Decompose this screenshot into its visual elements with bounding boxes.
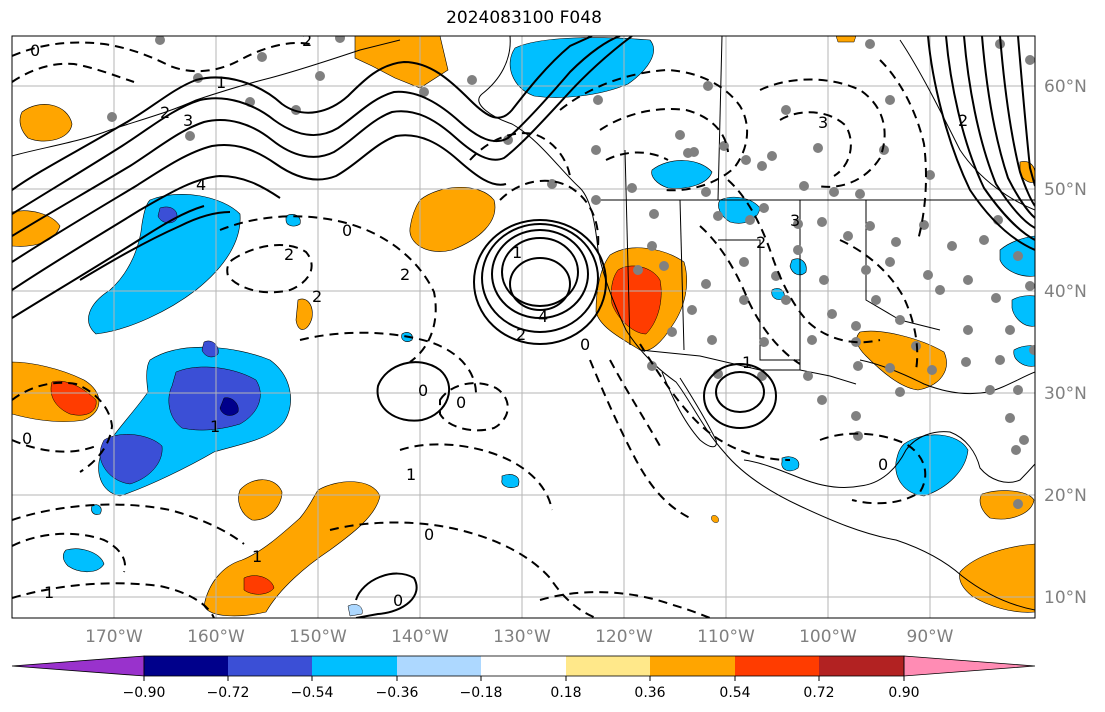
colorbar-segment bbox=[144, 656, 228, 676]
colorbar: −0.90 −0.72 −0.54 −0.36 −0.18 0.18 0.36 … bbox=[11, 655, 1036, 701]
latitude-label: 60°N bbox=[1044, 77, 1087, 97]
contour-label: 0 bbox=[30, 41, 40, 60]
contour-label: 1 bbox=[742, 353, 752, 372]
contour-label: 1 bbox=[44, 583, 54, 602]
contour-label: 2 bbox=[160, 103, 170, 122]
colorbar-segment bbox=[566, 656, 650, 676]
latitude-axis: 60°N 50°N 40°N 30°N 20°N 10°N bbox=[1044, 77, 1087, 608]
contour-label: 0 bbox=[878, 455, 888, 474]
contour-label: 1 bbox=[406, 465, 416, 484]
longitude-label: 90°W bbox=[907, 627, 954, 647]
contour-label: 2 bbox=[400, 265, 410, 284]
colorbar-segment bbox=[228, 656, 312, 676]
contour-label: 0 bbox=[342, 221, 352, 240]
contour-label: 0 bbox=[393, 591, 403, 610]
contour-label: 0 bbox=[580, 335, 590, 354]
longitude-label: 100°W bbox=[799, 627, 857, 647]
map-plot-area: 0 2 1 3 4 2 0 2 2 2 1 4 2 0 0 1 0 1 0 0 … bbox=[12, 31, 1035, 618]
colorbar-tick-label: −0.54 bbox=[291, 685, 334, 701]
colorbar-segment bbox=[397, 656, 481, 676]
colorbar-tick-label: 0.36 bbox=[634, 685, 665, 701]
station-markers bbox=[107, 36, 1035, 509]
colorbar-segment bbox=[819, 656, 904, 676]
solid-contours bbox=[12, 36, 1035, 618]
longitude-label: 130°W bbox=[493, 627, 551, 647]
latitude-label: 20°N bbox=[1044, 486, 1087, 506]
longitude-label: 160°W bbox=[187, 627, 245, 647]
map-frame bbox=[11, 35, 1036, 619]
latitude-label: 40°N bbox=[1044, 282, 1087, 302]
contour-label: 2 bbox=[302, 31, 312, 50]
contour-label: 0 bbox=[424, 525, 434, 544]
colorbar-extend-low bbox=[11, 655, 145, 677]
contour-label: 1 bbox=[210, 417, 220, 436]
contour-label: 4 bbox=[196, 175, 206, 194]
longitude-label: 170°W bbox=[85, 627, 143, 647]
contour-label: 2 bbox=[284, 245, 294, 264]
graticule-grid bbox=[12, 36, 1035, 618]
latitude-label: 50°N bbox=[1044, 180, 1087, 200]
contour-label: 1 bbox=[252, 547, 262, 566]
contour-label: 2 bbox=[516, 325, 526, 344]
colorbar-tick-label: −0.72 bbox=[207, 685, 250, 701]
colorbar-segment bbox=[735, 656, 819, 676]
colorbar-tick-label: 0.90 bbox=[888, 685, 919, 701]
contour-label: 3 bbox=[790, 211, 800, 230]
contour-label: 2 bbox=[312, 287, 322, 306]
longitude-label: 150°W bbox=[289, 627, 347, 647]
contour-label: 2 bbox=[958, 111, 968, 130]
colorbar-segment bbox=[650, 656, 735, 676]
latitude-label: 30°N bbox=[1044, 384, 1087, 404]
colorbar-extend-high bbox=[903, 655, 1036, 677]
coastlines-and-borders bbox=[12, 36, 1035, 611]
colorbar-segment bbox=[312, 656, 397, 676]
contour-label: 0 bbox=[418, 381, 428, 400]
colorbar-tick-label: −0.36 bbox=[376, 685, 419, 701]
map-title: 2024083100 F048 bbox=[446, 8, 602, 28]
contour-label: 1 bbox=[216, 73, 226, 92]
shaded-anomaly-field bbox=[12, 36, 1035, 617]
longitude-label: 120°W bbox=[595, 627, 653, 647]
dashed-contours bbox=[12, 41, 927, 618]
latitude-label: 10°N bbox=[1044, 588, 1087, 608]
contour-label: 4 bbox=[538, 307, 548, 326]
contour-label: 1 bbox=[512, 243, 522, 262]
contour-label: 3 bbox=[818, 113, 828, 132]
longitude-label: 140°W bbox=[391, 627, 449, 647]
longitude-label: 110°W bbox=[697, 627, 755, 647]
contour-label: 0 bbox=[456, 393, 466, 412]
contour-labels: 0 2 1 3 4 2 0 2 2 2 1 4 2 0 0 1 0 1 0 0 … bbox=[22, 31, 968, 610]
contour-label: 3 bbox=[183, 111, 193, 130]
colorbar-tick-label: 0.72 bbox=[803, 685, 834, 701]
contour-label: 0 bbox=[22, 429, 32, 448]
colorbar-tick-label: −0.18 bbox=[460, 685, 503, 701]
colorbar-tick-label: 0.54 bbox=[719, 685, 750, 701]
colorbar-tick-label: 0.18 bbox=[550, 685, 581, 701]
contour-label: 2 bbox=[756, 233, 766, 252]
colorbar-tick-label: −0.90 bbox=[123, 685, 166, 701]
colorbar-segment bbox=[481, 656, 566, 676]
longitude-axis: 170°W 160°W 150°W 140°W 130°W 120°W 110°… bbox=[85, 627, 954, 647]
